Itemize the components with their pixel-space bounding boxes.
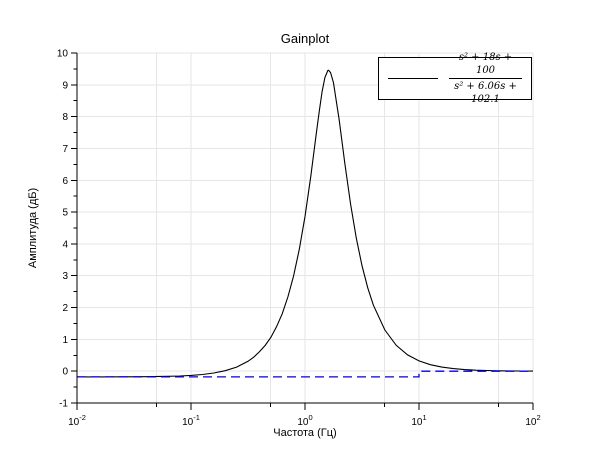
x-tick-label: 101: [411, 413, 426, 428]
x-tick-label: 100: [297, 413, 312, 428]
x-tick-label: 10-1: [182, 413, 200, 428]
y-tick-label: 10: [57, 49, 69, 60]
y-tick-label: 1: [62, 335, 68, 346]
y-tick-label: 7: [62, 144, 68, 155]
y-tick-label: 8: [62, 112, 68, 123]
series: [77, 69, 534, 378]
y-tick-label: 3: [62, 271, 68, 282]
transfer-function-fraction: s² + 18s + 100 s² + 6.06s + 102.1: [449, 51, 522, 106]
y-tick-label: -1: [59, 399, 68, 410]
tf-denominator: s² + 6.06s + 102.1: [449, 77, 522, 106]
x-tick-label: 102: [525, 413, 540, 428]
chart-title: Gainplot: [280, 31, 330, 46]
y-tick-label: 4: [62, 239, 68, 250]
tf-numerator: s² + 18s + 100: [458, 51, 513, 76]
legend: s² + 18s + 100 s² + 6.06s + 102.1: [378, 52, 532, 105]
y-tick-label: 5: [62, 208, 68, 219]
exact-gain-curve: [77, 69, 534, 378]
x-tick-label: 10-2: [68, 413, 86, 428]
y-tick-label: 0: [62, 367, 68, 378]
asymptotic-gain-curve: [77, 370, 533, 378]
y-tick-label: 6: [62, 176, 68, 187]
y-axis-label: Амплитуда (дБ): [27, 187, 39, 269]
x-axis-label: Частота (Гц): [273, 427, 337, 439]
axes: -1 0 1 2 3 4 5 6 7 8 9 10 10-2 10-1 100 101 102: [57, 49, 541, 429]
legend-line-sample: [388, 78, 438, 79]
legend-transfer-function: s² + 18s + 100 s² + 6.06s + 102.1: [449, 51, 522, 107]
y-tick-label: 2: [62, 303, 68, 314]
y-tick-label: 9: [62, 80, 68, 91]
